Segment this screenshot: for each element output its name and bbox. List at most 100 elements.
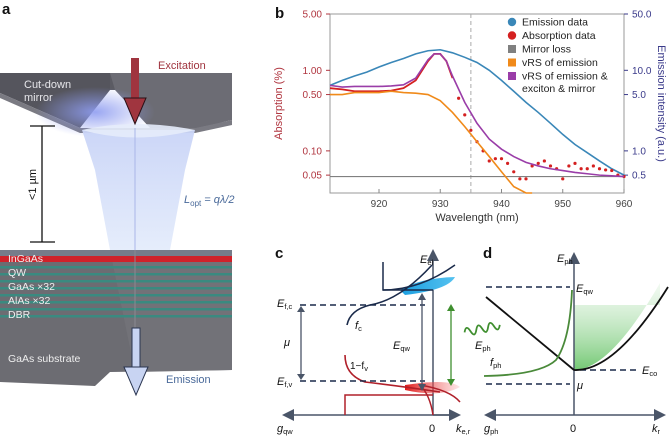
x-tick-label: 920 <box>371 199 388 210</box>
fv-curve <box>344 354 441 393</box>
panel-a: a Cut-down mirror Excitation <1 µm Lopt <box>0 1 235 397</box>
c-eph-label: Eph <box>475 340 491 353</box>
absorption-point <box>597 167 602 171</box>
y-right-tick-label: 5.0 <box>632 90 646 101</box>
mirror-label-1: Cut-down <box>24 79 71 91</box>
d-fph-curve <box>483 289 573 377</box>
c-efc-label: Ef,c <box>277 298 293 311</box>
y-right-tick-label: 1.0 <box>632 146 646 157</box>
series-vrs_full <box>329 53 625 178</box>
absorption-point <box>561 177 565 181</box>
x-axis-label: Wavelength (nm) <box>435 212 518 224</box>
x-tick-label: 940 <box>493 199 510 210</box>
absorption-point <box>604 168 608 172</box>
legend-label-cont: exciton & mirror <box>522 83 596 95</box>
series-emission <box>329 48 625 176</box>
dbr-layer-stripe <box>0 308 232 311</box>
scale-label: <1 µm <box>27 169 39 200</box>
qw-layer <box>0 256 232 262</box>
panel-a-letter: a <box>2 1 11 18</box>
c-k-label: ke,r <box>456 423 471 436</box>
panel-b: b 920 930 940 950 960 5.00 1.00 0.50 0.10 0.05 50.… <box>273 5 667 224</box>
d-origin-label: 0 <box>570 423 576 435</box>
absorption-point <box>506 161 510 165</box>
legend-marker <box>508 45 516 53</box>
dbr-layer-stripe <box>0 301 232 304</box>
legend-label: Absorption data <box>522 30 596 42</box>
dbr-layer-stripe <box>0 294 232 297</box>
absorption-point <box>512 170 516 174</box>
absorption-point <box>573 161 577 165</box>
layer-label-dbr: DBR <box>8 309 31 321</box>
absorption-point <box>487 159 491 163</box>
layer-label-gaas: GaAs ×32 <box>8 281 55 293</box>
d-gph-label: gph <box>484 423 498 436</box>
panel-d-letter: d <box>483 245 492 262</box>
absorption-point <box>567 164 571 168</box>
excitation-label: Excitation <box>158 60 206 72</box>
y-right-tick-label: 10.0 <box>632 66 652 77</box>
mirror-label-2: mirror <box>24 92 53 104</box>
y-left-tick-label: 5.00 <box>303 10 323 21</box>
d-fph-label: fph <box>490 357 501 370</box>
plot-frame <box>329 13 625 194</box>
d-eqw-label: Eqw <box>576 283 594 296</box>
emission-label: Emission <box>166 374 211 386</box>
series-vrs_emission <box>330 90 533 194</box>
c-eqw-label: Eqw <box>393 340 411 353</box>
x-tick-label: 950 <box>554 199 571 210</box>
absorption-point <box>542 159 546 163</box>
absorption-point <box>463 113 467 117</box>
panel-b-letter: b <box>275 5 284 22</box>
d-eco-label: Eco <box>642 365 657 378</box>
absorption-point <box>499 157 504 161</box>
scale-bar <box>30 125 55 243</box>
absorption-point <box>457 96 461 100</box>
d-green-fill <box>574 283 660 370</box>
absorption-point <box>579 167 583 171</box>
d-mu-label: μ <box>576 380 583 392</box>
absorption-point <box>610 168 614 173</box>
y-right-axis-label: Emission intensity (a.u.) <box>655 45 667 162</box>
emission-arrow <box>123 327 149 397</box>
excitation-arrow <box>123 58 147 126</box>
photon-wave-icon <box>463 321 501 336</box>
layer-stack <box>0 250 232 386</box>
c-fv-label: 1−fv <box>350 361 368 373</box>
absorption-point <box>493 157 497 161</box>
absorption-emission-chart: 920 930 940 950 960 5.00 1.00 0.50 0.10 0.05 50.0 1… <box>273 10 667 225</box>
absorption-point <box>536 161 540 165</box>
d-k-label: kr <box>652 423 661 436</box>
layer-label-qw: QW <box>8 267 26 279</box>
panel-c: c Eel Ef,c E <box>275 245 501 436</box>
v-dos-step <box>344 394 433 415</box>
absorption-point <box>548 164 553 168</box>
d-linear-dispersion <box>485 296 575 371</box>
c-fc-label: fc <box>355 320 362 333</box>
y-right-tick-label: 0.5 <box>632 171 646 182</box>
c-efv-label: Ef,v <box>277 376 293 389</box>
legend-marker <box>507 17 517 27</box>
dbr-layer-stripe <box>0 280 232 283</box>
lopt-label: Lopt = qλ/2 <box>184 194 235 208</box>
absorption-point <box>518 177 522 181</box>
c-e-el-label: Eel <box>420 254 434 267</box>
legend-label: Mirror loss <box>522 44 571 56</box>
absorption-point <box>585 167 589 171</box>
panel-d: d Eph Eqw Eco μ fph gph 0 kr <box>483 245 669 436</box>
fc-curve <box>346 264 433 326</box>
dbr-layer-stripe <box>0 315 232 318</box>
y-left-tick-label: 0.10 <box>303 146 323 157</box>
absorption-point <box>469 128 473 132</box>
legend-label: vRS of emission <box>522 57 598 69</box>
dbr-layer-stripe <box>0 273 232 276</box>
layer-label-alas: AlAs ×32 <box>8 295 50 307</box>
legend-label: vRS of emission & <box>522 71 608 83</box>
x-tick-label: 930 <box>432 199 449 210</box>
conduction-band-fill <box>400 277 455 295</box>
legend-marker <box>508 58 516 67</box>
y-left-tick-label: 0.50 <box>303 90 323 101</box>
y-left-tick-label: 1.00 <box>303 66 323 77</box>
conduction-band-curve <box>382 264 456 291</box>
